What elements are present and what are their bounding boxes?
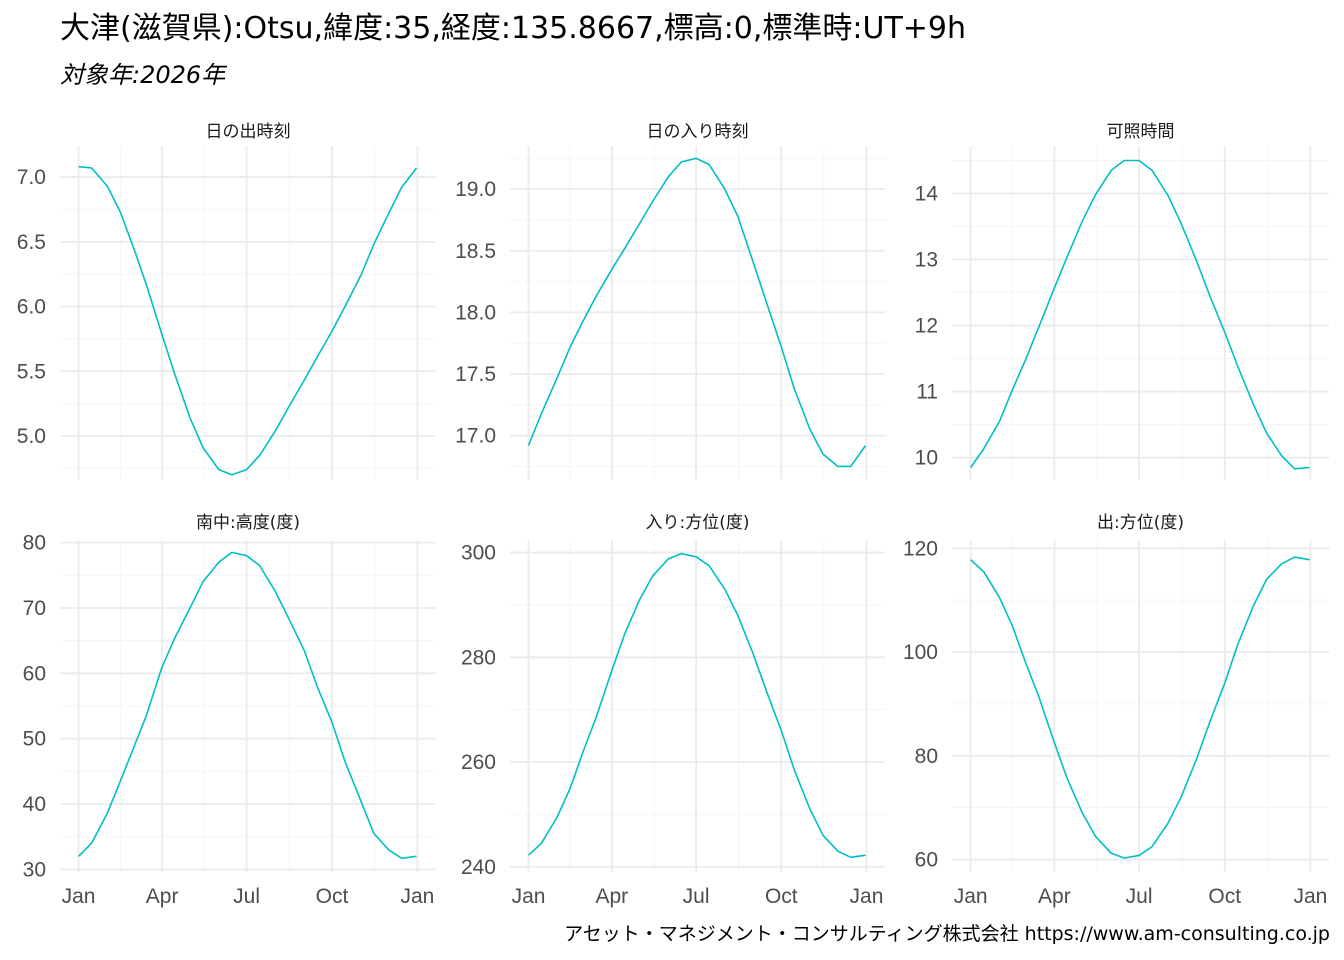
- y-tick-label: 6.0: [17, 296, 46, 319]
- y-tick-label: 80: [23, 532, 46, 555]
- facet-strip-label: 可照時間: [1107, 122, 1175, 142]
- x-tick-label: Jan: [850, 885, 884, 908]
- x-tick-label: Jul: [683, 885, 710, 908]
- x-tick-label: Jul: [1126, 885, 1153, 908]
- page-subtitle: 対象年:2026年: [60, 61, 226, 89]
- x-tick-label: Jan: [62, 885, 96, 908]
- y-tick-label: 120: [903, 537, 938, 560]
- y-tick-label: 17.5: [455, 363, 496, 386]
- x-tick-label: Apr: [1038, 885, 1071, 908]
- facet-strip-label: 入り:方位(度): [646, 513, 750, 533]
- y-tick-label: 60: [915, 849, 938, 872]
- x-tick-label: Jul: [233, 885, 260, 908]
- y-tick-label: 40: [23, 793, 46, 816]
- facet-panel: 300 280 260 240 Jan Apr Jul Oct Jan 入り:方位(度): [461, 513, 885, 908]
- y-tick-label: 11: [916, 381, 938, 404]
- x-tick-label: Oct: [1208, 885, 1241, 908]
- y-tick-label: 50: [23, 728, 46, 751]
- y-tick-label: 5.5: [17, 360, 46, 383]
- y-tick-label: 260: [461, 751, 496, 774]
- series-line: [970, 556, 1310, 859]
- y-tick-label: 100: [903, 641, 938, 664]
- y-tick-label: 70: [23, 597, 46, 620]
- y-tick-label: 280: [461, 646, 496, 669]
- x-tick-label: Apr: [146, 885, 179, 908]
- y-tick-label: 240: [461, 856, 496, 879]
- y-tick-label: 19.0: [455, 178, 496, 201]
- y-tick-label: 10: [915, 447, 938, 470]
- x-tick-label: Oct: [765, 885, 798, 908]
- page-title: 大津(滋賀県):Otsu,緯度:35,経度:135.8667,標高:0,標準時:…: [60, 11, 967, 46]
- series-line: [527, 552, 866, 859]
- y-tick-label: 80: [915, 745, 938, 768]
- series-line: [969, 159, 1310, 470]
- series-line: [527, 157, 867, 468]
- y-tick-label: 18.0: [455, 301, 496, 324]
- facet-panel: 14 13 12 11 10 可照時間: [915, 122, 1329, 480]
- x-tick-label: Jan: [401, 885, 435, 908]
- x-tick-label: Oct: [316, 885, 349, 908]
- series-line: [78, 551, 417, 860]
- facet-strip-label: 南中:高度(度): [196, 513, 300, 533]
- y-tick-label: 18.5: [455, 240, 496, 263]
- facet-strip-label: 出:方位(度): [1097, 513, 1184, 533]
- facet-panel: 7.0 6.5 6.0 5.5 5.0 日の出時刻: [17, 122, 436, 480]
- y-tick-label: 7.0: [17, 166, 46, 189]
- y-tick-label: 14: [915, 183, 939, 206]
- y-tick-label: 17.0: [455, 425, 496, 448]
- facet-panel: 120 100 80 60 Jan Apr Jul Oct Jan 出:方位(度): [903, 513, 1329, 908]
- y-tick-label: 300: [461, 542, 496, 565]
- y-tick-label: 5.0: [17, 425, 46, 448]
- facet-panel: 80 70 60 50 40 30 Jan Apr Jul Oct Jan 南中:高度(度): [23, 513, 436, 908]
- y-tick-label: 13: [915, 249, 938, 272]
- x-tick-label: Jan: [954, 885, 988, 908]
- facet-panel: 19.0 18.5 18.0 17.5 17.0 日の入り時刻: [455, 122, 885, 480]
- y-tick-label: 12: [915, 315, 938, 338]
- facet-strip-label: 日の出時刻: [206, 122, 291, 142]
- y-tick-label: 30: [23, 858, 46, 881]
- y-tick-label: 6.5: [17, 231, 46, 254]
- facet-strip-label: 日の入り時刻: [647, 122, 749, 142]
- x-tick-label: Apr: [596, 885, 629, 908]
- series-line: [78, 165, 418, 476]
- caption: アセット・マネジメント・コンサルティング株式会社 https://www.am-…: [564, 923, 1330, 945]
- x-tick-label: Jan: [512, 885, 546, 908]
- y-tick-label: 60: [23, 662, 46, 685]
- x-tick-label: Jan: [1293, 885, 1327, 908]
